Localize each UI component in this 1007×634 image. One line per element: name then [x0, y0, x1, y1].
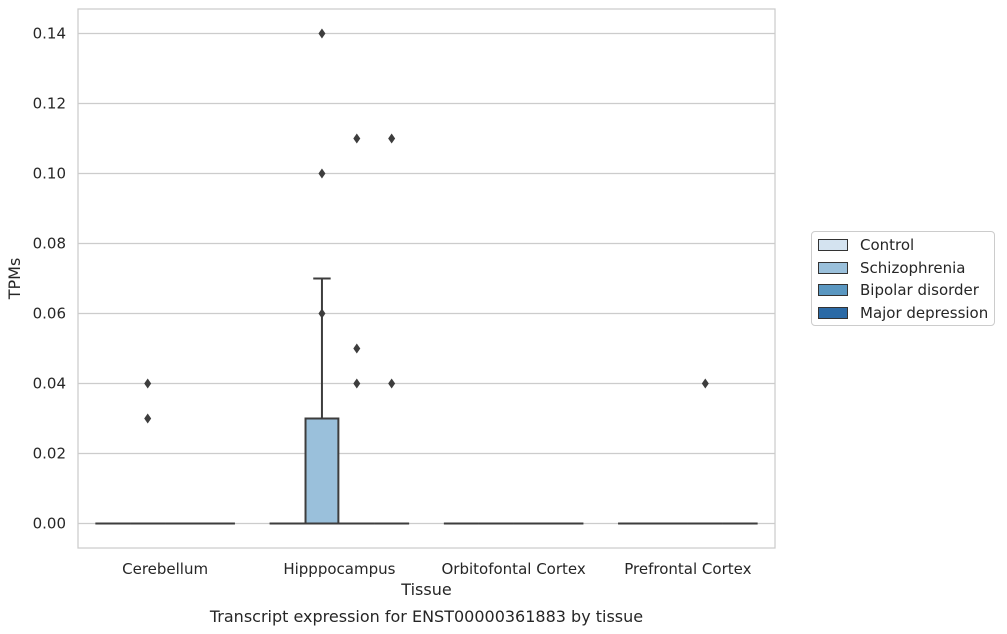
- y-tick-label: 0.08: [33, 235, 66, 253]
- outlier-point: [318, 308, 326, 319]
- outlier-point: [318, 168, 326, 179]
- legend-item-bipolar-disorder: Bipolar disorder: [818, 280, 979, 300]
- y-tick-label: 0.06: [33, 305, 66, 323]
- x-tick-label: Prefrontal Cortex: [624, 560, 751, 578]
- x-tick-label: Cerebellum: [122, 560, 208, 578]
- legend-swatch: [818, 262, 848, 274]
- outlier-point: [318, 28, 326, 39]
- legend-label: Major depression: [860, 304, 989, 322]
- outlier-point: [388, 133, 396, 144]
- legend-item-control: Control: [818, 235, 914, 255]
- y-tick-label: 0.02: [33, 445, 66, 463]
- plot-area-frame: [77, 8, 776, 549]
- x-tick-label: Hipppocampus: [283, 560, 395, 578]
- y-tick-label: 0.10: [33, 165, 66, 183]
- y-tick-label: 0.12: [33, 95, 66, 113]
- y-tick-label: 0.00: [33, 515, 66, 533]
- legend-swatch: [818, 284, 848, 296]
- outlier-point: [353, 133, 361, 144]
- box-group: [130, 378, 166, 525]
- y-axis-title: TPMs: [5, 258, 24, 301]
- x-axis-title: Tissue: [400, 580, 451, 599]
- legend-label: Control: [860, 236, 915, 254]
- box: [304, 417, 340, 525]
- legend: Control Schizophrenia Bipolar disorder M…: [811, 231, 995, 326]
- outlier-point: [353, 343, 361, 354]
- outlier-point: [353, 378, 361, 389]
- legend-item-schizophrenia: Schizophrenia: [818, 258, 965, 278]
- legend-swatch: [818, 239, 848, 251]
- y-tick-labels: 0.00 0.02 0.04 0.06 0.08 0.10 0.12 0.14: [33, 25, 66, 533]
- legend-label: Bipolar disorder: [860, 281, 979, 299]
- outlier-point: [701, 378, 709, 389]
- y-gridlines: [78, 32, 775, 525]
- chart-caption: Transcript expression for ENST0000036188…: [209, 607, 643, 626]
- box-group: [374, 133, 410, 525]
- y-tick-label: 0.14: [33, 25, 66, 43]
- box-group: [304, 28, 340, 525]
- legend-label: Schizophrenia: [860, 259, 966, 277]
- outlier-point: [388, 378, 396, 389]
- outlier-point: [144, 378, 152, 389]
- legend-swatch: [818, 307, 848, 319]
- box-group: [687, 378, 723, 525]
- legend-item-major-depression: Major depression: [818, 303, 988, 323]
- outlier-point: [144, 413, 152, 424]
- box-group: [339, 133, 375, 525]
- x-tick-label: Orbitofontal Cortex: [442, 560, 586, 578]
- y-tick-label: 0.04: [33, 375, 66, 393]
- box-plot-marks: [95, 28, 758, 525]
- x-tick-labels: Cerebellum Hipppocampus Orbitofontal Corte…: [122, 560, 751, 578]
